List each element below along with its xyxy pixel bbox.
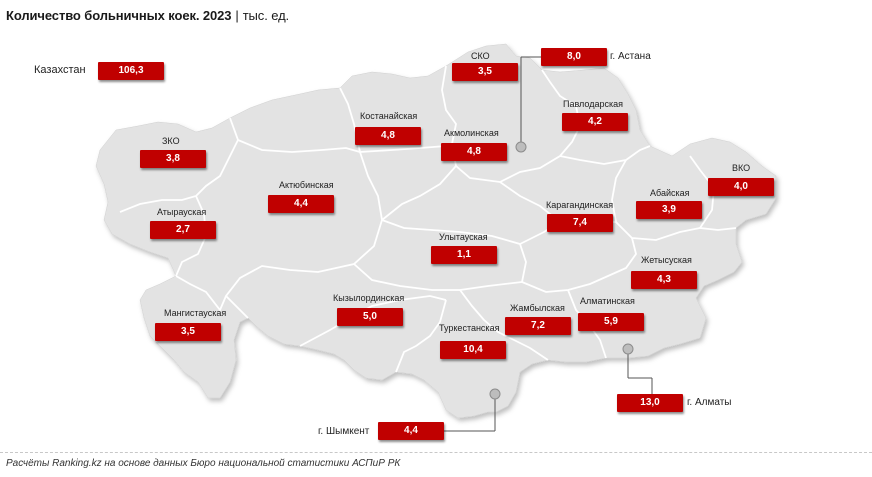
region-label-zhetysu: Жетысуская <box>641 255 692 265</box>
region-value-turkestan: 10,4 <box>440 341 506 359</box>
city-value-shymkent: 4,4 <box>378 422 444 440</box>
title-main: Количество больничных коек. 2023 <box>6 8 232 23</box>
city-label-astana: г. Астана <box>610 51 651 62</box>
astana-marker <box>515 56 541 153</box>
source-note: Расчёты Ranking.kz на основе данных Бюро… <box>6 458 401 469</box>
region-label-vko: ВКО <box>732 163 751 173</box>
country-total-value: 106,3 <box>98 62 164 80</box>
region-value-sko: 3,5 <box>452 63 518 81</box>
region-value-akmola: 4,8 <box>441 143 507 161</box>
region-value-vko: 4,0 <box>708 178 774 196</box>
city-value-almaty: 13,0 <box>617 394 683 412</box>
region-value-zko: 3,8 <box>140 150 206 168</box>
region-label-akmola: Акмолинская <box>444 128 499 138</box>
region-label-atyrau: Атырауская <box>157 207 207 217</box>
region-label-aktobe: Актюбинская <box>279 180 334 190</box>
region-label-mangystau: Мангистауская <box>164 308 227 318</box>
region-label-pavlodar: Павлодарская <box>563 99 623 109</box>
region-label-ulytau: Улытауская <box>439 232 488 242</box>
region-label-zhambyl: Жамбылская <box>510 303 565 313</box>
country-total-label: Казахстан <box>34 64 86 76</box>
region-label-kostanay: Костанайская <box>360 111 418 121</box>
city-value-astana: 8,0 <box>541 48 607 66</box>
title-separator: | <box>235 8 239 23</box>
region-label-kyzylorda: Кызылординская <box>333 293 405 303</box>
chart-title: Количество больничных коек. 2023 | тыс. ед… <box>6 8 289 23</box>
region-label-sko: СКО <box>471 51 490 61</box>
region-value-atyrau: 2,7 <box>150 221 216 239</box>
title-unit: тыс. ед. <box>242 8 290 23</box>
region-label-abay: Абайская <box>650 188 690 198</box>
region-label-turkestan: Туркестанская <box>439 323 500 333</box>
almaty-marker <box>622 343 653 396</box>
region-label-karaganda: Карагандинская <box>546 200 614 210</box>
region-value-ulytau: 1,1 <box>431 246 497 264</box>
region-value-zhambyl: 7,2 <box>505 317 571 335</box>
region-value-mangystau: 3,5 <box>155 323 221 341</box>
footer-divider <box>0 452 872 453</box>
shymkent-marker <box>437 388 501 432</box>
region-value-aktobe: 4,4 <box>268 195 334 213</box>
region-value-kostanay: 4,8 <box>355 127 421 145</box>
region-value-abay: 3,9 <box>636 201 702 219</box>
region-label-almaty-obl: Алматинская <box>580 296 635 306</box>
region-value-pavlodar: 4,2 <box>562 113 628 131</box>
region-value-zhetysu: 4,3 <box>631 271 697 289</box>
region-value-karaganda: 7,4 <box>547 214 613 232</box>
region-value-almaty-obl: 5,9 <box>578 313 644 331</box>
region-boundaries <box>119 65 737 373</box>
region-label-zko: ЗКО <box>162 136 180 146</box>
city-label-shymkent: г. Шымкент <box>318 426 370 437</box>
city-label-almaty: г. Алматы <box>687 397 732 408</box>
region-value-kyzylorda: 5,0 <box>337 308 403 326</box>
